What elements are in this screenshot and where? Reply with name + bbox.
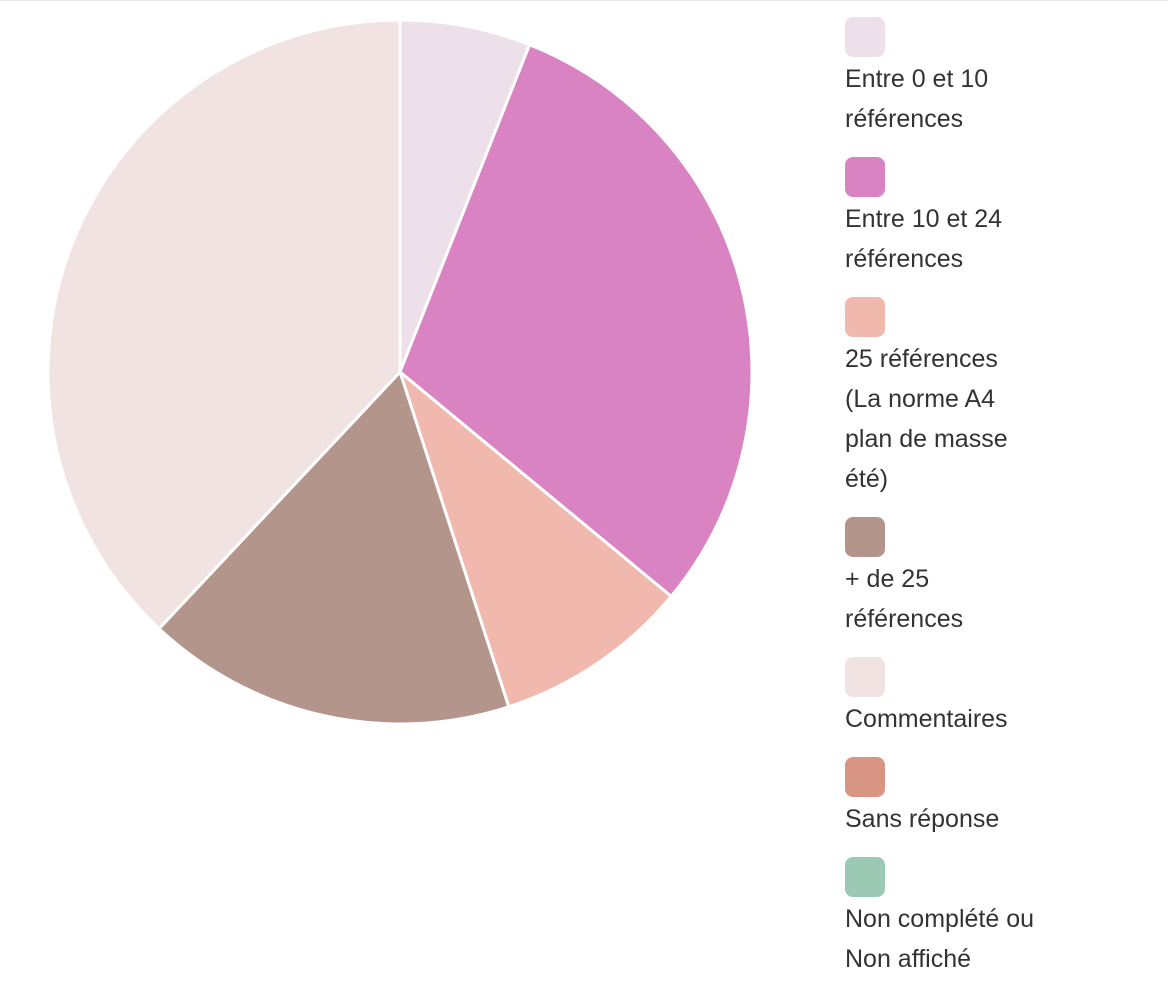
pie-slice-0[interactable] (398, 18, 532, 374)
legend-swatch (845, 757, 885, 797)
legend-label: Entre 0 et 10 références (845, 65, 989, 133)
legend-swatch (845, 17, 885, 57)
legend-label: Non complété ou Non affiché (845, 905, 1035, 973)
pie-slice-2[interactable] (398, 370, 673, 709)
legend-item-sans-reponse[interactable]: Sans réponse (845, 757, 1145, 839)
legend-item-plus-de-25[interactable]: + de 25 références (845, 517, 1145, 639)
legend-item-non-complete[interactable]: Non complété ou Non affiché (845, 857, 1145, 979)
legend-swatch (845, 297, 885, 337)
legend-label: + de 25 références (845, 565, 964, 633)
pie-slice-4[interactable] (46, 18, 402, 631)
legend-item-25-references[interactable]: 25 références (La norme A4 plan de masse… (845, 297, 1145, 499)
legend-swatch (845, 857, 885, 897)
pie-chart (46, 18, 754, 726)
legend-label: Commentaires (845, 705, 1008, 733)
legend-swatch (845, 517, 885, 557)
legend-item-entre-10-et-24[interactable]: Entre 10 et 24 références (845, 157, 1145, 279)
legend-swatch (845, 657, 885, 697)
legend-item-commentaires[interactable]: Commentaires (845, 657, 1145, 739)
top-border (0, 0, 1168, 1)
pie-slice-3[interactable] (157, 370, 511, 726)
legend-swatch (845, 157, 885, 197)
legend-label: 25 références (La norme A4 plan de masse… (845, 345, 1008, 493)
pie-slice-1[interactable] (398, 43, 754, 598)
legend-label: Sans réponse (845, 805, 1000, 833)
legend-label: Entre 10 et 24 références (845, 205, 1003, 273)
legend-item-entre-0-et-10[interactable]: Entre 0 et 10 références (845, 17, 1145, 139)
